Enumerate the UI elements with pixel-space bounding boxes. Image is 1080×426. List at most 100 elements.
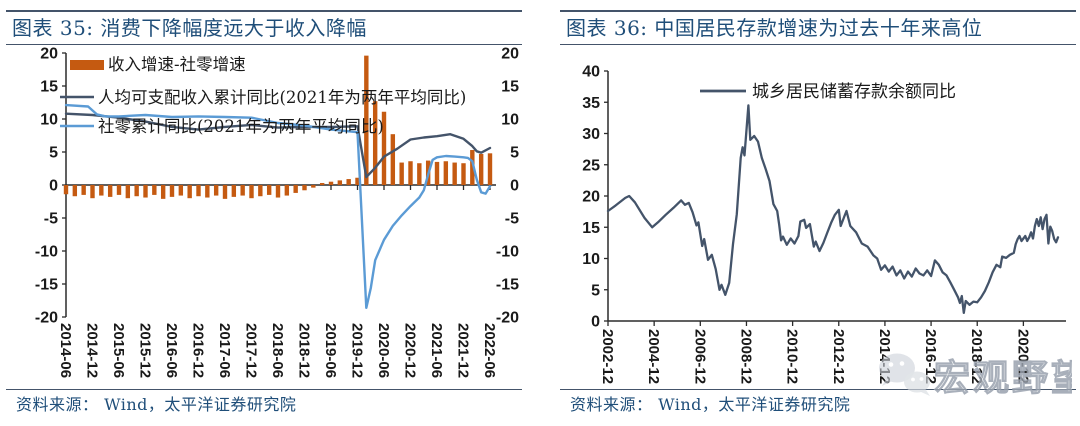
y-tick-label-right: 15 [501,79,519,96]
x-tick-label: 2012-12 [830,329,847,384]
x-tick-label: 2016-12 [922,329,939,384]
bar [355,177,360,185]
panel-top-rule [560,10,1076,12]
x-tick-label: 2017-12 [243,323,260,378]
bar [302,185,307,191]
series-retail-line [64,103,492,309]
chart-title-36: 图表 36: 中国居民存款增速为过去十年来高位 [566,16,983,40]
y-tick-label: 0 [591,314,600,331]
bar [408,161,413,185]
bar [434,161,440,185]
y-tick-label: 20 [582,189,600,206]
x-tick-label: 2002-12 [599,329,616,384]
bar [461,163,466,185]
x-tick-label: 2022-06 [481,323,498,378]
bar [134,185,139,197]
source-text-36: 资料来源： Wind，太平洋证券研究院 [570,395,851,414]
y-tick-label-right: 20 [501,46,519,63]
series-savings-line [606,104,1060,315]
x-tick-label: 2006-12 [691,329,708,384]
x-tick-label: 2004-12 [645,329,662,384]
y-tick-label-right: 0 [510,178,519,195]
legend-label-retail: 社零累计同比(2021年为两年平均同比) [98,117,384,136]
bar [249,185,254,199]
title-rule [6,44,522,45]
x-tick-label: 2020-12 [1014,329,1031,384]
source-rule [560,389,1076,390]
bar [258,185,263,197]
bar [205,185,210,198]
y-tick-label-right: 10 [501,112,519,129]
bar [125,185,131,199]
y-tick-label-left: 0 [49,178,58,195]
x-tick-label: 2018-12 [296,323,313,378]
bar [470,150,475,185]
bar [222,185,228,199]
legend-label-income: 人均可支配收入累计同比(2021年为两年平均同比) [98,88,466,107]
chart-title-35: 图表 35: 消费下降幅度远大于收入降幅 [12,16,367,40]
bar [372,101,378,185]
legend-label-savings: 城乡居民储蓄存款余额同比 [752,82,956,102]
bar [169,185,175,197]
y-tick-label-right: -10 [496,244,519,261]
y-tick-label-right: -20 [496,310,519,327]
chart-canvas-household-deposits: 0 5 10 15 20 25 30 35 40 2002-12 2004-12 2006-12 200… [582,64,1066,384]
bar [63,185,69,195]
y-tick-label-right: -5 [505,211,519,228]
panel-top-rule [6,10,522,12]
x-tick-label: 2017-06 [216,323,233,378]
y-tick-label-left: 15 [40,79,58,96]
x-tick-label: 2019-12 [349,323,366,378]
bar [364,55,369,185]
bar [319,183,325,185]
series-income-minus-retail-bars [63,55,493,199]
y-tick-label-right: 5 [510,145,519,162]
title-rule [560,44,1076,45]
bar [116,185,122,195]
bar [399,162,404,185]
y-tick-label-right: -15 [496,277,519,294]
y-tick-label: 5 [591,282,600,299]
x-tick-label: 2020-12 [402,323,419,378]
right-axes: 0 5 10 15 20 25 30 35 40 2002-12 2004-12 2006-12 200… [582,64,1066,384]
bar [240,185,245,196]
bar [337,180,343,185]
bar [390,134,396,185]
legend-swatch-bar [70,60,104,70]
y-tick-label-left: 5 [49,145,58,162]
bar [187,185,192,199]
y-tick-label-left: -5 [44,211,58,228]
bar [90,185,95,199]
x-tick-label: 2015-12 [137,323,154,378]
source-rule [6,389,522,390]
bar [231,185,237,197]
bar [293,185,298,193]
x-tick-label: 2010-12 [784,329,801,384]
x-tick-label: 2008-12 [737,329,754,384]
bar [443,161,449,185]
x-tick-label: 2014-06 [57,323,74,378]
y-tick-label: 40 [582,64,600,81]
x-tick-label: 2015-06 [110,323,127,378]
right-legend: 城乡居民储蓄存款余额同比 [700,82,956,102]
y-tick-label: 35 [582,95,600,112]
y-tick-label-left: -10 [35,244,58,261]
bar [178,185,184,196]
y-tick-label: 10 [582,251,600,268]
bar [452,162,457,185]
y-tick-label: 25 [582,157,600,174]
y-tick-label-left: 10 [40,112,58,129]
y-tick-label-left: 20 [40,46,58,63]
bar [478,153,484,185]
bar [213,185,219,196]
bar [160,185,166,199]
bar [381,111,387,185]
x-tick-label: 2014-12 [84,323,101,378]
x-tick-label: 2019-06 [322,323,339,378]
x-tick-label: 2016-06 [163,323,180,378]
bar [284,185,290,196]
